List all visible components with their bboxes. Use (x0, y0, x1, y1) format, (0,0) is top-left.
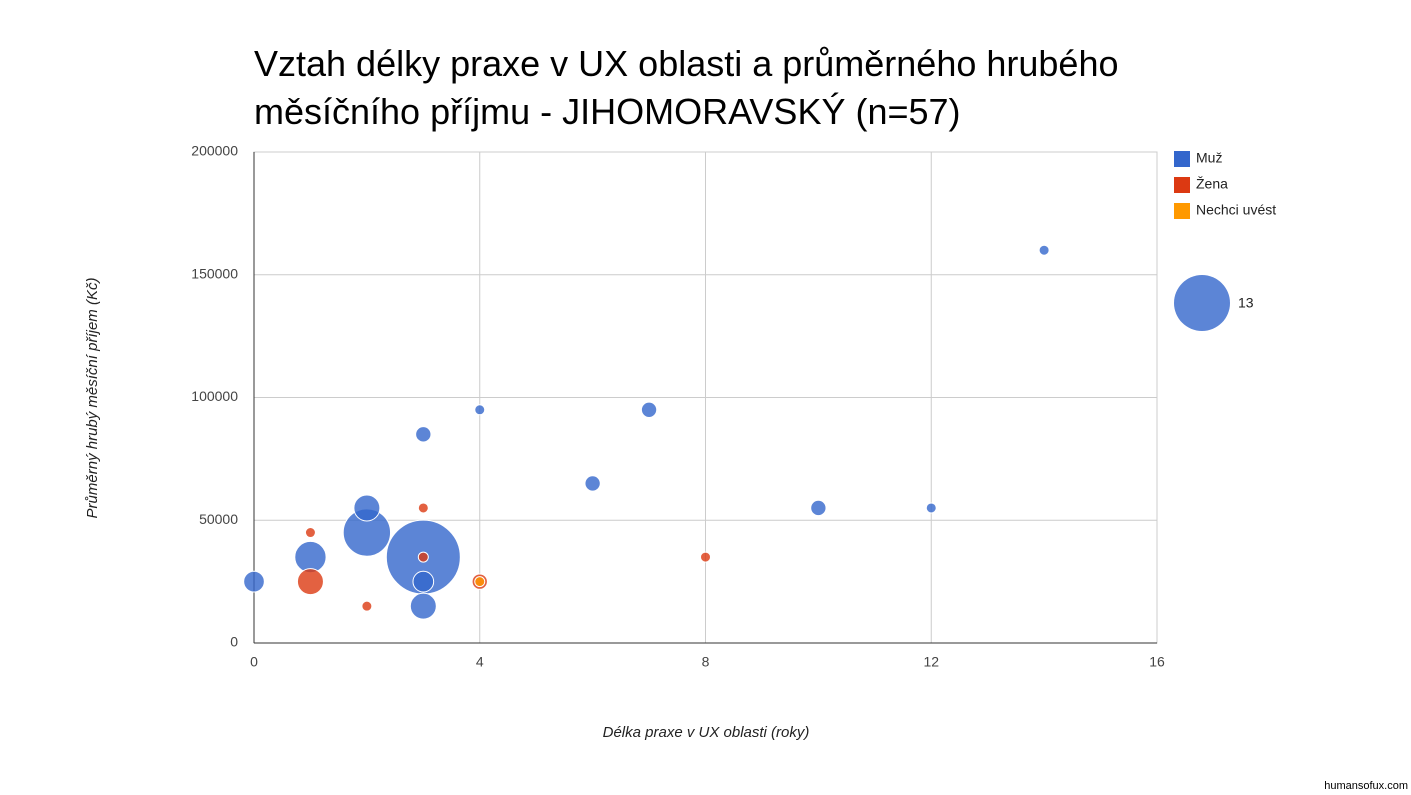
bubble (474, 576, 486, 588)
bubble (243, 570, 265, 593)
bubble (412, 570, 435, 593)
legend-swatch (1174, 177, 1190, 193)
bubble (810, 499, 827, 517)
bubble (415, 426, 432, 443)
bubble (700, 551, 711, 563)
bubble (417, 502, 429, 514)
bubble (296, 568, 324, 596)
bubble (361, 600, 373, 612)
bubble (925, 502, 937, 514)
y-tick-label: 150000 (191, 265, 238, 281)
y-tick-label: 100000 (191, 388, 238, 404)
x-tick-label: 0 (250, 654, 258, 670)
legend-label: Muž (1196, 150, 1222, 166)
x-tick-label: 12 (923, 654, 939, 670)
bubble (409, 592, 437, 620)
bubble (353, 494, 381, 522)
y-axis-label: Průměrný hrubý měsíční příjem (Kč) (84, 278, 101, 519)
chart-title: Vztah délky praxe v UX oblasti a průměrn… (254, 43, 1119, 132)
y-tick-label: 50000 (199, 511, 238, 527)
bubble (474, 404, 486, 416)
y-tick-label: 200000 (191, 143, 238, 159)
legend-swatch (1174, 203, 1190, 219)
bubble (417, 551, 429, 563)
x-tick-label: 4 (476, 654, 484, 670)
size-legend-label: 13 (1238, 295, 1254, 311)
size-legend-bubble (1174, 275, 1230, 331)
bubble (294, 540, 327, 574)
x-tick-label: 16 (1149, 654, 1165, 670)
x-axis-label: Délka praxe v UX oblasti (roky) (603, 724, 810, 741)
bubble (640, 401, 658, 418)
legend-swatch (1174, 151, 1190, 167)
bubble (1038, 244, 1050, 256)
legend-label: Žena (1196, 176, 1228, 192)
y-tick-label: 0 (230, 634, 238, 650)
watermark: humansofux.com (1324, 780, 1408, 792)
x-tick-label: 8 (702, 654, 710, 670)
bubble (304, 527, 316, 539)
bubble (584, 475, 601, 492)
legend-label: Nechci uvést (1196, 202, 1276, 218)
